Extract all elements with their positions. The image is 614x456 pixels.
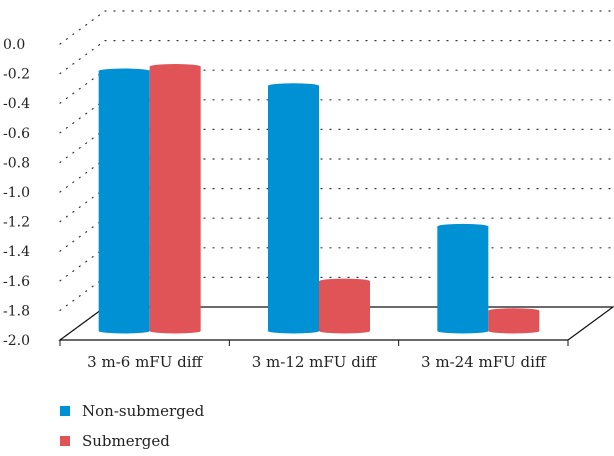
x-tick-label: 3 m-6 mFU diff xyxy=(87,353,203,371)
bar-cap-non-submerged-0 xyxy=(98,68,150,74)
x-tick-label: 3 m-12 mFU diff xyxy=(252,353,378,371)
bar-cap-non-submerged-2 xyxy=(437,223,489,229)
gridline-depth xyxy=(59,217,106,252)
x-axis-ticks: 3 m-6 mFU diff 3 m-12 mFU diff 3 m-24 mFU … xyxy=(87,353,547,371)
y-tick-label: -1.8 xyxy=(3,303,30,319)
y-axis-ticks: 0.0 -0.2 -0.4 -0.6 -0.8 -1.0 -1.2 -1.4 -1.6 -1.8 -… xyxy=(3,37,30,349)
y-tick-label: -1.0 xyxy=(3,185,30,201)
bar-cap-non-submerged-1 xyxy=(268,83,319,89)
x-tick-label: 3 m-24 mFU diff xyxy=(421,353,547,371)
y-tick-label: -2.0 xyxy=(3,333,30,349)
bar-cap-submerged-0 xyxy=(149,64,201,70)
gridline-depth xyxy=(59,158,106,193)
y-tick-label: -0.2 xyxy=(3,67,30,83)
gridline-depth xyxy=(59,39,106,75)
gridline-depth xyxy=(59,188,106,223)
gridline-depth xyxy=(59,276,106,311)
y-tick-label: -1.2 xyxy=(3,215,30,231)
bar-cap-submerged-1 xyxy=(319,278,370,284)
legend: Non-submerged Submerged xyxy=(60,396,204,456)
legend-swatch-submerged xyxy=(60,436,70,446)
legend-swatch-non-submerged xyxy=(60,406,70,416)
gridlines xyxy=(59,10,614,341)
bar-non-submerged-2 xyxy=(437,226,489,334)
bars xyxy=(98,64,540,334)
y-tick-label: -0.4 xyxy=(3,96,30,112)
bar-non-submerged-0 xyxy=(98,71,150,334)
gridline-depth xyxy=(59,247,106,282)
y-tick-label: 0.0 xyxy=(3,37,25,53)
legend-item-submerged: Submerged xyxy=(60,426,204,456)
gridline-depth xyxy=(59,128,106,163)
y-tick-label: -0.6 xyxy=(3,126,30,142)
bar-cap-submerged-2 xyxy=(488,308,540,314)
bar-non-submerged-1 xyxy=(268,85,319,334)
y-tick-label: -1.6 xyxy=(3,274,30,290)
axes xyxy=(58,306,614,346)
legend-label: Non-submerged xyxy=(82,402,205,420)
legend-item-non-submerged: Non-submerged xyxy=(60,396,204,426)
gridline-depth xyxy=(59,99,106,134)
gridline-depth xyxy=(59,69,106,104)
bar-submerged-0 xyxy=(149,66,201,334)
bar-submerged-1 xyxy=(319,281,370,334)
y-tick-label: -1.4 xyxy=(3,244,30,260)
bar-submerged-2 xyxy=(488,310,540,334)
y-tick-label: -0.8 xyxy=(3,155,30,171)
gridline-depth xyxy=(59,10,106,45)
legend-label: Submerged xyxy=(82,432,170,450)
